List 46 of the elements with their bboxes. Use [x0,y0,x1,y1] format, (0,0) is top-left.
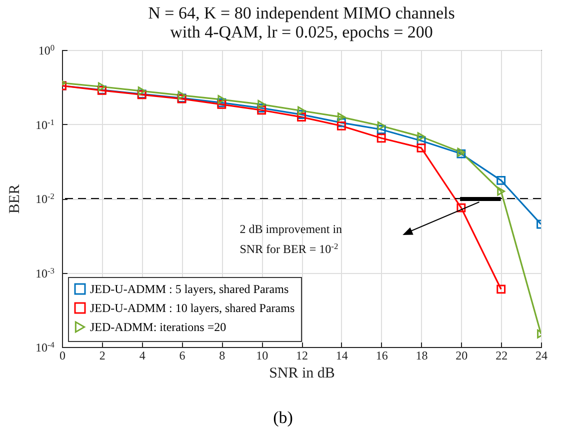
point [456,203,466,212]
x-tick-label: 6 [179,348,186,362]
x-tick-label: 22 [496,348,508,362]
x-tick-label: 8 [219,348,226,362]
point [376,125,386,134]
x-tick-label: 2 [99,348,106,362]
point [258,100,266,109]
point [497,186,506,196]
chart-title: N = 64, K = 80 independent MIMO channels with 4-QAM, lr = 0.025, epochs = 200 [148,4,455,42]
annotation: 2 dB improvement in SNR for BER = 10$^{-2}$ [240,222,342,256]
point [496,284,506,294]
point [178,90,186,100]
legend-label: JED-U-ADMM : 10 layers, shared Params [90,301,295,315]
point [377,121,386,130]
text: (b) [272,408,294,428]
x-tick-label: 24 [536,348,548,362]
x-tick-label: 20 [456,348,468,362]
point [337,112,346,122]
point [98,82,106,92]
x-tick-label: 0 [60,348,66,362]
point [336,118,346,128]
point [376,134,386,143]
y-tick-label: 10$^{-1}$ [36,117,54,132]
y-tick-label: 10$^{-2}$ [36,192,54,206]
point [496,176,506,185]
point [416,143,426,152]
point [416,136,426,146]
x-axis-title: SNR in dB [269,366,335,382]
x-tick-label: 10 [256,348,268,362]
point [138,86,146,96]
x-tick-label: 12 [296,348,308,362]
y-tick-label: 10$^{-3}$ [36,266,54,280]
point [297,112,306,122]
x-tick-label: 4 [139,348,146,362]
y-tick-label: 10$^{0}$ [38,43,54,58]
point [417,132,426,142]
y-axis-title: BER [7,184,23,214]
legend-label: JED-ADMM: iterations =20 [90,320,226,334]
point [298,106,306,116]
point [336,121,346,130]
y-tick-label: 10$^{-4}$ [36,340,56,354]
x-tick-label: 14 [336,348,348,362]
legend-label: JED-U-ADMM : 5 layers, shared Params [90,282,289,296]
x-tick-label: 16 [376,348,388,362]
point [218,95,226,104]
x-tick-label: 18 [416,348,428,362]
